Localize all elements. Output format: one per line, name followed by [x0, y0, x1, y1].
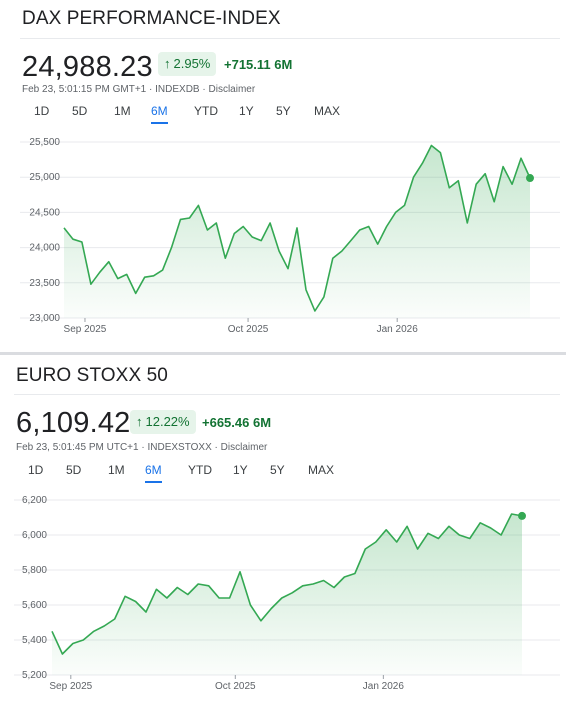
up-arrow-icon: ↑ — [136, 414, 143, 429]
x-tick-label: Jan 2026 — [377, 324, 419, 335]
y-tick-label: 23,000 — [29, 313, 60, 324]
x-tick-label: Sep 2025 — [64, 324, 107, 335]
disclaimer-link[interactable]: Disclaimer — [220, 442, 268, 453]
range-tab-1d[interactable]: 1D — [34, 104, 50, 118]
range-tab-ytd[interactable]: YTD — [194, 104, 218, 118]
y-tick-label: 25,000 — [29, 172, 60, 183]
change-absolute: +715.11 6M — [224, 57, 293, 72]
change-percent: 2.95% — [173, 56, 211, 71]
range-tab-1m[interactable]: 1M — [108, 463, 125, 477]
price-area — [52, 514, 522, 675]
range-tab-max[interactable]: MAX — [308, 463, 335, 477]
index-price: 6,109.42 — [16, 407, 131, 439]
price-line — [63, 144, 531, 312]
range-tab-1y[interactable]: 1Y — [233, 463, 248, 477]
last-price-dot — [518, 511, 526, 520]
price-line — [51, 513, 523, 655]
y-tick-label: 24,000 — [29, 243, 60, 254]
last-price-dot — [526, 174, 534, 183]
range-tab-6m[interactable]: 6M — [145, 463, 162, 483]
range-tab-6m[interactable]: 6M — [151, 104, 168, 124]
quote-source: INDEXDB — [155, 84, 200, 95]
range-tab-1y[interactable]: 1Y — [239, 104, 254, 118]
range-tab-5y[interactable]: 5Y — [276, 104, 291, 118]
y-tick-label: 5,400 — [22, 635, 47, 646]
change-percent: 12.22% — [145, 414, 190, 429]
divider — [14, 394, 560, 395]
quote-meta: Feb 23, 5:01:15 PM GMT+1 · INDEXDB · Dis… — [22, 84, 256, 95]
range-tab-5d[interactable]: 5D — [66, 463, 82, 477]
divider — [20, 38, 560, 39]
y-tick-label: 5,800 — [22, 565, 47, 576]
y-tick-label: 5,600 — [22, 600, 47, 611]
range-tab-5y[interactable]: 5Y — [270, 463, 285, 477]
quote-timestamp: Feb 23, 5:01:45 PM UTC+1 — [16, 442, 139, 453]
range-tab-5d[interactable]: 5D — [72, 104, 88, 118]
dax-panel: DAX PERFORMANCE-INDEX 24,988.23 ↑ 2.95% … — [20, 8, 560, 335]
range-tab-max[interactable]: MAX — [314, 104, 341, 118]
change-percent-badge: ↑ 2.95% — [158, 52, 217, 76]
x-tick-label: Oct 2025 — [215, 681, 256, 692]
x-tick-label: Jan 2026 — [363, 681, 405, 692]
index-price: 24,988.23 — [22, 51, 153, 83]
quote-meta: Feb 23, 5:01:45 PM UTC+1 · INDEXSTOXX · … — [16, 442, 268, 453]
panel-separator — [0, 352, 566, 355]
y-tick-label: 5,200 — [22, 670, 47, 681]
y-tick-label: 23,500 — [29, 278, 60, 289]
quote-source: INDEXSTOXX — [147, 442, 212, 453]
dax-chart: 25,500 25,000 24,500 24,000 23,500 23,000 Sep … — [20, 137, 560, 335]
y-tick-label: 25,500 — [29, 137, 60, 148]
x-tick-label: Sep 2025 — [49, 681, 92, 692]
change-absolute: +665.46 6M — [202, 415, 272, 430]
range-tab-ytd[interactable]: YTD — [188, 463, 212, 477]
y-tick-label: 6,200 — [22, 495, 47, 506]
y-tick-label: 24,500 — [29, 207, 60, 218]
eurostoxx-panel: EURO STOXX 50 6,109.42 ↑ 12.22% +665.46 … — [0, 355, 566, 703]
range-tab-1m[interactable]: 1M — [114, 104, 131, 118]
x-tick-label: Oct 2025 — [228, 324, 269, 335]
y-tick-label: 6,000 — [22, 530, 47, 541]
range-tab-1d[interactable]: 1D — [28, 463, 44, 477]
panel-title: EURO STOXX 50 — [16, 365, 168, 386]
panel-title: DAX PERFORMANCE-INDEX — [22, 8, 281, 29]
up-arrow-icon: ↑ — [164, 56, 171, 71]
change-percent-badge: ↑ 12.22% — [130, 410, 196, 434]
quote-timestamp: Feb 23, 5:01:15 PM GMT+1 — [22, 84, 147, 95]
disclaimer-link[interactable]: Disclaimer — [208, 84, 256, 95]
